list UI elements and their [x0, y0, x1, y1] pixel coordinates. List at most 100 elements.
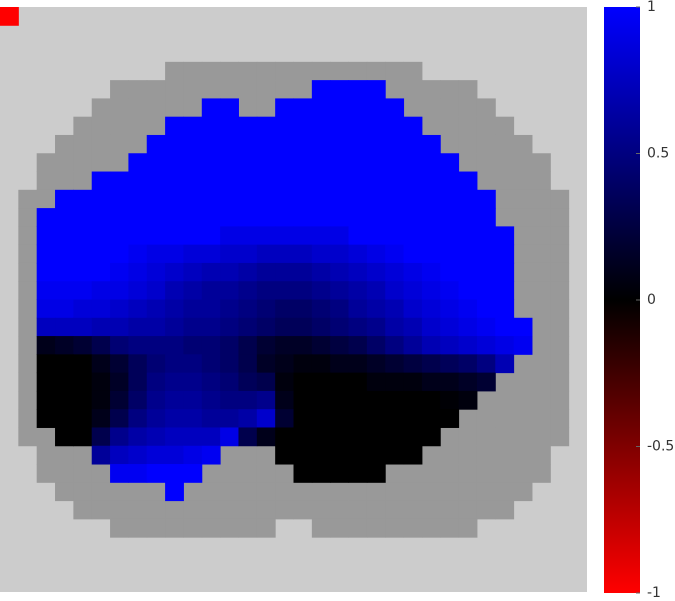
- heat-cell: [73, 262, 93, 282]
- ring-cell: [73, 482, 93, 502]
- ring-cell: [531, 208, 551, 227]
- ring-cell: [238, 445, 258, 465]
- heat-cell: [366, 153, 386, 173]
- ring-cell: [458, 134, 478, 154]
- heat-cell: [220, 244, 239, 264]
- heat-cell: [421, 390, 441, 410]
- ring-cell: [146, 518, 166, 538]
- heat-cell: [403, 409, 423, 428]
- heat-cell: [165, 464, 184, 483]
- ring-cell: [403, 98, 423, 118]
- heat-cell: [36, 299, 56, 319]
- heat-cell: [110, 244, 129, 264]
- heat-cell: [183, 153, 203, 173]
- heat-cell: [311, 262, 331, 282]
- heat-cell: [330, 80, 350, 99]
- heat-cell: [348, 134, 368, 154]
- heat-cell: [385, 244, 405, 264]
- ring-cell: [293, 80, 313, 99]
- heat-cell: [293, 317, 313, 337]
- heat-cell: [220, 299, 239, 319]
- heat-cell: [201, 354, 221, 374]
- heat-cell: [330, 372, 350, 392]
- heat-cell: [275, 244, 294, 264]
- heat-cell: [256, 427, 276, 447]
- heat-cell: [421, 208, 441, 227]
- heat-cell: [220, 153, 239, 173]
- heat-cell: [476, 208, 496, 227]
- heat-cell: [146, 336, 166, 355]
- heat-cell: [293, 427, 313, 447]
- heat-cell: [440, 390, 460, 410]
- heat-cell: [330, 281, 350, 300]
- heat-cell: [201, 281, 221, 300]
- heat-cell: [128, 372, 148, 392]
- ring-cell: [55, 171, 74, 191]
- heat-cell: [238, 208, 258, 227]
- ring-cell: [385, 80, 405, 99]
- heat-cell: [238, 244, 258, 264]
- heat-cell: [403, 153, 423, 173]
- heat-cell: [403, 244, 423, 264]
- ring-cell: [495, 372, 515, 392]
- ring-cell: [513, 464, 533, 483]
- heat-cell: [220, 98, 239, 118]
- ring-cell: [550, 409, 570, 428]
- heat-cell: [183, 281, 203, 300]
- heat-cell: [146, 427, 166, 447]
- heat-cell: [348, 427, 368, 447]
- ring-cell: [36, 171, 56, 191]
- heat-cell: [201, 317, 221, 337]
- heat-cell: [440, 171, 460, 191]
- heat-cell: [183, 226, 203, 246]
- heat-cell: [238, 409, 258, 428]
- heat-cell: [385, 299, 405, 319]
- heat-cell: [366, 390, 386, 410]
- heat-cell: [275, 134, 294, 154]
- heat-cell: [146, 171, 166, 191]
- heat-cell: [458, 244, 478, 264]
- heat-cell: [311, 427, 331, 447]
- heat-cell: [146, 153, 166, 173]
- ring-cell: [476, 427, 496, 447]
- ring-cell: [201, 464, 221, 483]
- heat-cell: [476, 226, 496, 246]
- heat-cell: [440, 317, 460, 337]
- ring-cell: [531, 354, 551, 374]
- heat-cell: [201, 262, 221, 282]
- heat-cell: [275, 208, 294, 227]
- ring-cell: [440, 134, 460, 154]
- ring-cell: [476, 98, 496, 118]
- heat-cell: [146, 134, 166, 154]
- ring-cell: [421, 518, 441, 538]
- heat-cell: [256, 390, 276, 410]
- ring-cell: [458, 445, 478, 465]
- ring-cell: [256, 518, 276, 538]
- ring-cell: [495, 482, 515, 502]
- heat-cell: [73, 354, 93, 374]
- heat-cell: [146, 208, 166, 227]
- heat-cell: [36, 208, 56, 227]
- heat-cell: [183, 372, 203, 392]
- heat-cell: [73, 336, 93, 355]
- ring-cell: [421, 464, 441, 483]
- heat-cell: [256, 299, 276, 319]
- ring-cell: [18, 226, 38, 246]
- heat-cell: [73, 189, 93, 209]
- ring-cell: [91, 98, 111, 118]
- heat-cell: [165, 445, 184, 465]
- heat-cell: [458, 299, 478, 319]
- ring-cell: [201, 80, 221, 99]
- ring-cell: [403, 464, 423, 483]
- heat-cell: [73, 208, 93, 227]
- ring-cell: [275, 464, 294, 483]
- heat-cell: [55, 372, 74, 392]
- heat-cell: [128, 354, 148, 374]
- heat-cell: [403, 281, 423, 300]
- ring-cell: [110, 518, 129, 538]
- heat-cell: [201, 390, 221, 410]
- heat-cell: [421, 171, 441, 191]
- heat-cell: [165, 244, 184, 264]
- ring-cell: [550, 281, 570, 300]
- heat-cell: [165, 427, 184, 447]
